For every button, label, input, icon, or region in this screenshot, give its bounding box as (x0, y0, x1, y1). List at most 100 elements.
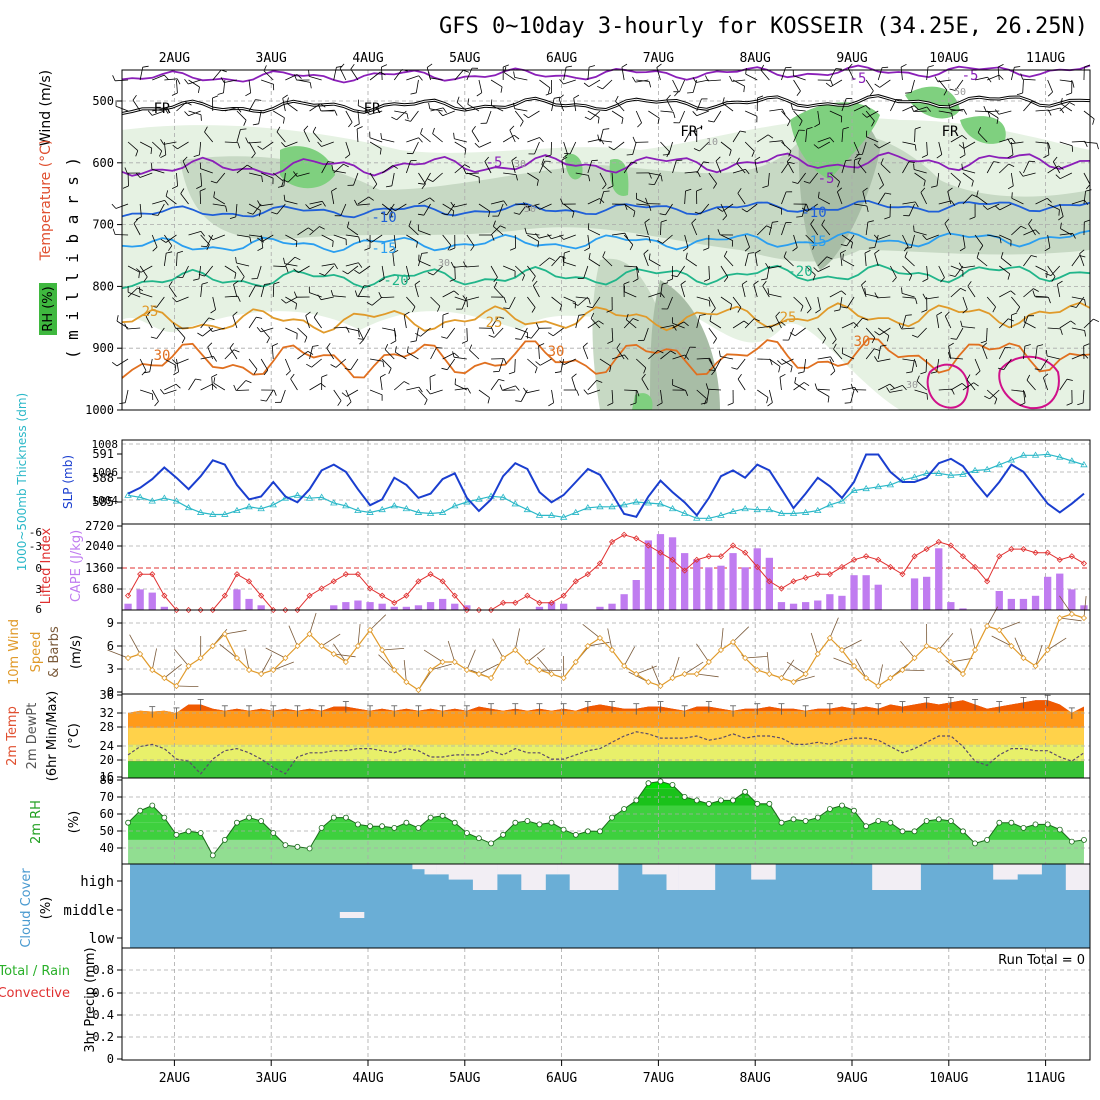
temp-tick-label: 32 (100, 706, 114, 720)
wind-barb (615, 101, 625, 112)
wind-barb-feather (531, 275, 536, 282)
rh-point (403, 819, 410, 826)
wind-barb-feather (111, 203, 117, 209)
wind-barb-feather (1007, 154, 1014, 159)
wind-barb (986, 327, 988, 342)
wind-barb-feather (168, 245, 173, 251)
wind-barb-feather (1000, 251, 1004, 259)
wind-barb-feather (1057, 280, 1063, 285)
wind-barb (164, 383, 177, 391)
wind-barb (309, 103, 321, 112)
wind-barb (635, 79, 649, 83)
wind-barb (744, 253, 749, 267)
wind-barb-feather (1069, 102, 1076, 106)
wind-barb-feather (1046, 271, 1048, 278)
lifted-index-point (621, 531, 628, 538)
wind10-point (814, 650, 821, 658)
wind-barb-feather (632, 318, 639, 322)
wind-barb-feather (741, 280, 748, 285)
wind-barb (558, 98, 565, 112)
cape-bar (717, 565, 725, 610)
contour-label: FR' (680, 124, 705, 140)
wind10-tick-label: 3 (107, 662, 114, 676)
cape-grid (122, 524, 1090, 610)
ylabel-temperature: Temperature (°C) (38, 140, 54, 262)
cape-bar (935, 548, 943, 610)
wind-barb (714, 358, 722, 371)
wind-barb (708, 172, 717, 184)
wind-barb-feather (657, 240, 663, 244)
cloud-high-gap (581, 864, 595, 890)
wind-barb (672, 384, 685, 391)
lifted-index-point (899, 571, 906, 578)
rh-point (972, 840, 978, 847)
wind-barb-feather (662, 282, 669, 285)
wind-barb (412, 141, 419, 154)
wind10-point (1044, 646, 1051, 654)
wind-barb (418, 230, 431, 236)
wind-barb-feather (211, 374, 218, 378)
wind-barb (391, 172, 395, 186)
wind-barb-feather (822, 338, 827, 344)
wind-barb-feather (138, 272, 140, 279)
wind-barb-feather (547, 332, 554, 337)
wind-barb-feather (1065, 92, 1072, 96)
wind-barb-feather (171, 92, 178, 96)
cape-bar (451, 603, 459, 610)
wind10-barb (219, 643, 238, 659)
wind-barb-feather (958, 144, 965, 149)
wind-barb (283, 172, 286, 186)
wind-barb (257, 265, 262, 279)
wind-barb (950, 172, 961, 182)
wind-barb (213, 382, 226, 391)
wind-barb (466, 327, 468, 342)
wind10-barb (1014, 637, 1024, 659)
thickness-point (922, 469, 931, 476)
wind-barb-feather (841, 306, 848, 309)
rh-point (330, 814, 337, 821)
wind10-barb (164, 663, 182, 679)
wind-barb (753, 284, 758, 298)
wind-barb-feather (366, 238, 372, 243)
cape-bar (947, 602, 955, 610)
wind-barb-feather (786, 156, 792, 162)
wind-barb (527, 172, 539, 181)
wind-barb-feather (868, 247, 875, 249)
wind-barb-feather (722, 97, 725, 104)
wind-barb (950, 383, 963, 391)
cloud-high-gap (993, 864, 1006, 880)
wind-barb (213, 196, 226, 205)
rh-point (463, 830, 470, 836)
wind-barb-feather (330, 364, 337, 368)
rh-point (500, 831, 507, 838)
wind-barb (911, 358, 915, 372)
wind-barb (139, 292, 153, 298)
wind-barb-feather (531, 307, 536, 313)
wind-barb (841, 128, 844, 143)
wind-barb (974, 358, 981, 372)
rh-grid (122, 778, 1090, 864)
wind-barb (1035, 141, 1049, 144)
lifted-index-point (451, 592, 458, 599)
thickness-point (826, 501, 834, 508)
wind-barb-feather (1083, 199, 1089, 206)
wind-barb (684, 190, 686, 205)
precip-frame (121, 947, 1091, 1061)
wind-barb (1047, 79, 1053, 93)
cape-bar (257, 605, 265, 610)
wind-barb-feather (737, 373, 742, 380)
wind-barb-feather (1058, 209, 1060, 216)
lifted-index-point (584, 571, 591, 578)
wind-barb (635, 110, 642, 124)
wind-barb (432, 133, 443, 143)
wind-barb (660, 110, 674, 113)
wind-barb (890, 385, 903, 391)
wind-barb (132, 99, 141, 112)
rh-point (706, 800, 712, 807)
wind-barb-feather (983, 106, 987, 112)
wind-barb (248, 99, 256, 112)
wind-barb (563, 203, 575, 213)
wind10-point (596, 634, 604, 642)
wind-barb (696, 389, 707, 399)
wind-barb-feather (779, 373, 786, 378)
